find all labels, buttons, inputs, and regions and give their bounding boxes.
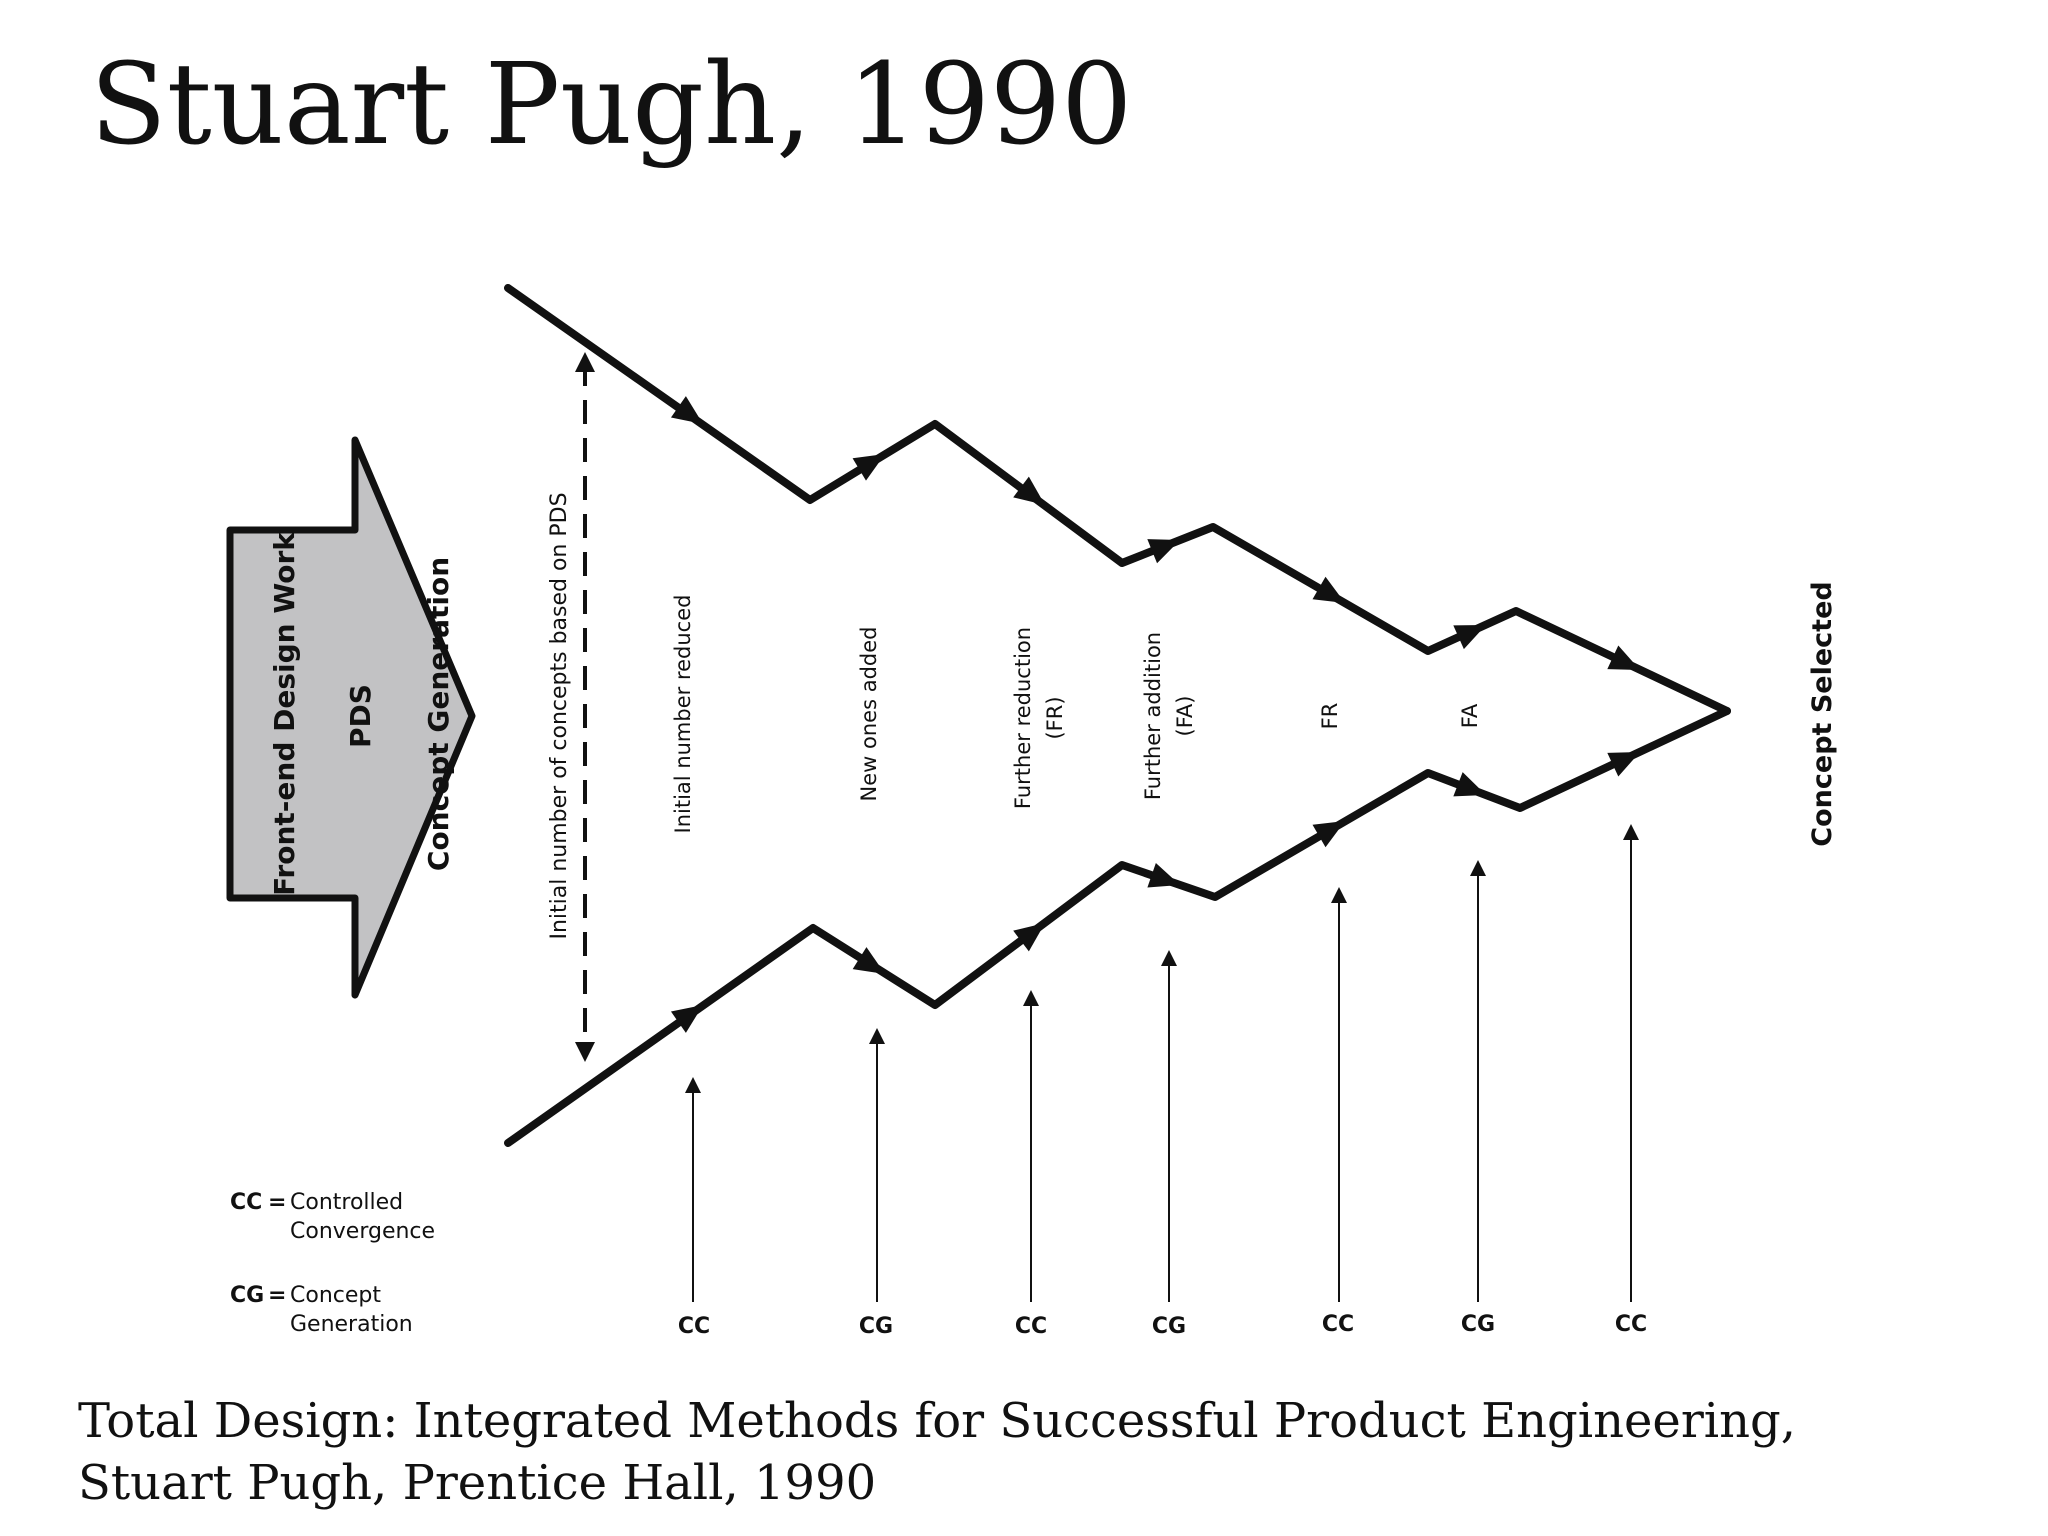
slide-title: Stuart Pugh, 1990 [90,40,1133,170]
citation-line-1: Total Design: Integrated Methods for Suc… [78,1393,1797,1449]
direction-arrow [1453,625,1486,650]
initial-concepts-label: Initial number of concepts based on PDS [547,492,572,939]
stage-label-further-addition-abbr: (FA) [1173,696,1197,737]
stage-label-fa: FA [1458,703,1482,728]
direction-arrow [1147,862,1180,888]
stage-label-further-reduction-abbr: (FR) [1043,696,1067,739]
stage-labels: Initial number reduced New ones added Fu… [671,595,1482,834]
stage-label-further-reduction: Further reduction [1011,627,1035,809]
legend-cg-equals: = [268,1283,286,1308]
direction-arrow [1312,576,1345,603]
lower-direction-arrows [670,752,1640,1033]
direction-arrow [1453,772,1486,797]
stage-code: CC [1322,1312,1354,1337]
legend-cc-key: CC [230,1190,262,1215]
source-citation: Total Design: Integrated Methods for Suc… [78,1390,1796,1514]
direction-arrow [1147,539,1180,564]
stage-code: CC [1015,1314,1047,1339]
stage-label-further-addition: Further addition [1141,632,1165,800]
stage-code: CC [1615,1312,1647,1337]
legend-cc-line1: Controlled [290,1190,403,1215]
direction-arrow [1013,476,1045,505]
legend-cg-line2: Generation [290,1312,413,1337]
block-arrow-shape [226,436,476,999]
concept-selected-label: Concept Selected [1807,581,1838,846]
stage-pointer-arrows [685,824,1639,1302]
direction-arrow [1607,752,1640,777]
stage-label-initial-reduced: Initial number reduced [671,595,695,834]
direction-arrow [852,947,885,974]
citation-line-2: Stuart Pugh, Prentice Hall, 1990 [78,1455,877,1511]
direction-arrow [670,1005,703,1033]
direction-arrow [1607,645,1640,670]
legend-cg-line1: Concept [290,1283,381,1308]
legend-cg-key: CG [230,1283,264,1308]
legend-cc-equals: = [268,1190,286,1215]
legend-cc-line2: Convergence [290,1219,435,1244]
stage-code: CG [859,1314,893,1339]
direction-arrow [1312,821,1345,848]
direction-arrow [670,396,703,424]
stage-label-fr: FR [1318,703,1342,730]
stage-code: CG [1152,1314,1186,1339]
direction-arrow [852,454,885,481]
input-block-arrow: Front-end Design Work PDS Concept Genera… [226,436,476,999]
stage-label-new-added: New ones added [857,627,881,802]
direction-arrow [1013,923,1045,952]
upper-direction-arrows [670,396,1640,670]
front-end-design-work-label: Front-end Design Work [268,531,301,896]
stage-code: CG [1461,1312,1495,1337]
legend: CC = Controlled Convergence CG = Concept… [230,1190,435,1337]
concept-generation-label: Concept Generation [422,557,455,871]
pds-label: PDS [344,684,377,748]
stage-code: CC [678,1314,710,1339]
stage-codes: CC CG CC CG CC CG CC [678,1312,1647,1339]
